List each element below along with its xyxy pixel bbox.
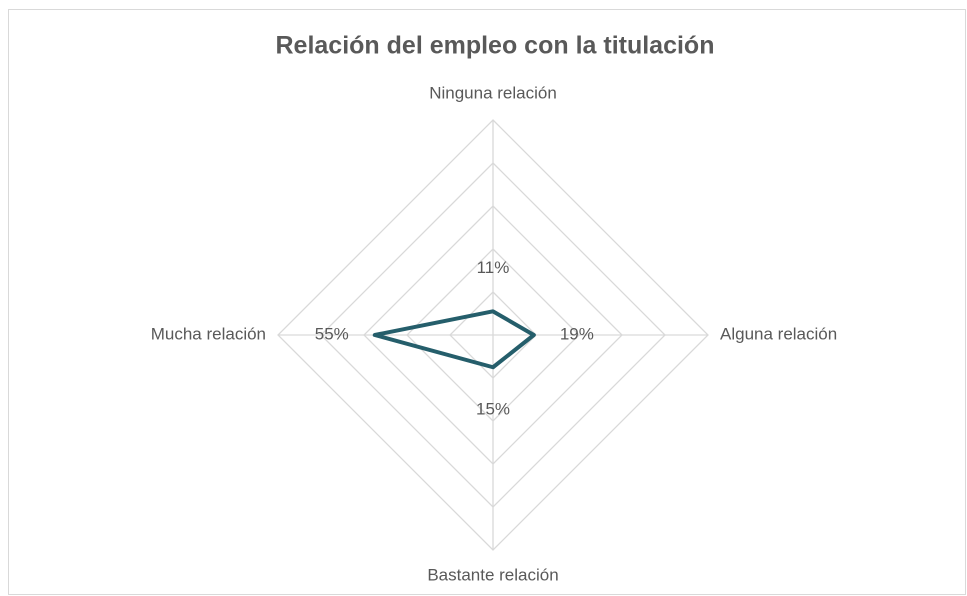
category-label: Mucha relación xyxy=(151,324,266,343)
data-line xyxy=(372,309,536,370)
data-label: 15% xyxy=(476,400,510,419)
data-label: 55% xyxy=(315,324,349,343)
category-label: Ninguna relación xyxy=(429,83,557,102)
data-label: 11% xyxy=(477,258,510,277)
category-label: Bastante relación xyxy=(427,565,558,584)
category-label: Alguna relación xyxy=(720,324,837,343)
chart-title: Relación del empleo con la titulación xyxy=(276,32,715,60)
chart-border xyxy=(8,9,966,595)
data-label: 19% xyxy=(560,324,594,343)
